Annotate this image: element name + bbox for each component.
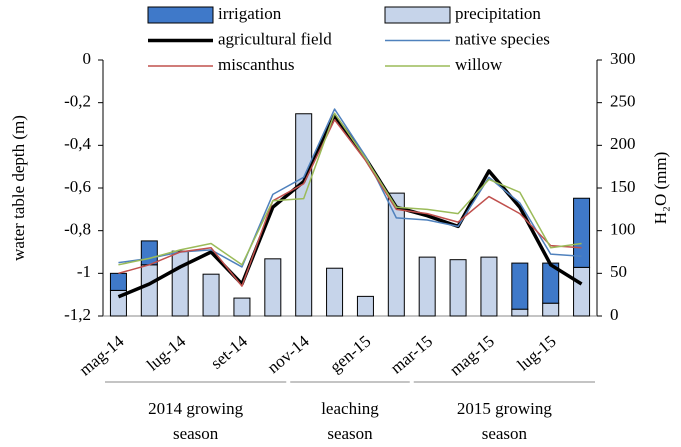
y2-tick-label: 300 bbox=[610, 49, 636, 68]
legend-label: irrigation bbox=[218, 4, 282, 23]
bar bbox=[326, 267, 344, 317]
bar bbox=[573, 266, 591, 317]
legend-label: agricultural field bbox=[218, 29, 332, 48]
y-tick-label: 0 bbox=[83, 49, 92, 68]
group-label: 2015 growing bbox=[457, 399, 552, 418]
y2-tick-label: 200 bbox=[610, 134, 636, 153]
bar bbox=[511, 262, 529, 310]
y-tick-label: -0,8 bbox=[64, 220, 91, 239]
bar bbox=[140, 264, 158, 317]
y2-tick-label: 0 bbox=[610, 305, 619, 324]
x-tick-label: lug-15 bbox=[514, 332, 560, 375]
bar bbox=[573, 197, 591, 268]
group-label: season bbox=[327, 424, 373, 443]
line bbox=[118, 112, 582, 266]
legend-label: native species bbox=[455, 29, 550, 48]
line bbox=[118, 118, 582, 287]
bar bbox=[356, 295, 374, 317]
line bbox=[118, 108, 582, 268]
bar bbox=[295, 113, 313, 317]
legend-label: miscanthus bbox=[218, 55, 295, 74]
group-label: season bbox=[173, 424, 219, 443]
x-tick-label: nov-14 bbox=[264, 331, 313, 377]
legend-swatch bbox=[147, 6, 214, 24]
x-tick-label: mag-15 bbox=[446, 332, 498, 380]
bar bbox=[542, 302, 560, 317]
y-tick-label: -0,4 bbox=[64, 134, 91, 153]
y-tick-label: -1,2 bbox=[64, 305, 91, 324]
y2-tick-label: 50 bbox=[610, 262, 627, 281]
bar bbox=[480, 256, 498, 317]
y2-tick-label: 100 bbox=[610, 220, 636, 239]
y-axis-label: water table depth (m) bbox=[9, 115, 28, 261]
bar bbox=[140, 240, 158, 266]
bar bbox=[387, 192, 405, 317]
bar bbox=[233, 297, 251, 317]
legend-label: willow bbox=[455, 55, 503, 74]
bar bbox=[264, 258, 282, 317]
y-tick-label: -0,6 bbox=[64, 177, 91, 196]
y-tick-label: -0,2 bbox=[64, 92, 91, 111]
x-tick-label: gen-15 bbox=[326, 332, 374, 377]
bar bbox=[171, 250, 189, 317]
legend-swatch bbox=[384, 6, 451, 24]
bar bbox=[202, 273, 220, 317]
group-label: season bbox=[482, 424, 528, 443]
y-tick-label: -1 bbox=[77, 262, 91, 281]
x-tick-label: mar-15 bbox=[387, 332, 437, 378]
y2-tick-label: 150 bbox=[610, 177, 636, 196]
bar bbox=[449, 259, 467, 317]
group-label: 2014 growing bbox=[148, 399, 243, 418]
x-tick-label: lug-14 bbox=[143, 331, 190, 374]
bar bbox=[109, 272, 127, 291]
bar bbox=[418, 256, 436, 317]
group-label: leaching bbox=[321, 399, 379, 418]
legend-label: precipitation bbox=[455, 4, 541, 23]
bar bbox=[511, 308, 529, 317]
y2-axis-label: H₂O (mm) bbox=[651, 152, 670, 225]
x-tick-label: set-14 bbox=[207, 331, 251, 373]
x-tick-label: mag-14 bbox=[76, 331, 128, 379]
y2-tick-label: 250 bbox=[610, 92, 636, 111]
